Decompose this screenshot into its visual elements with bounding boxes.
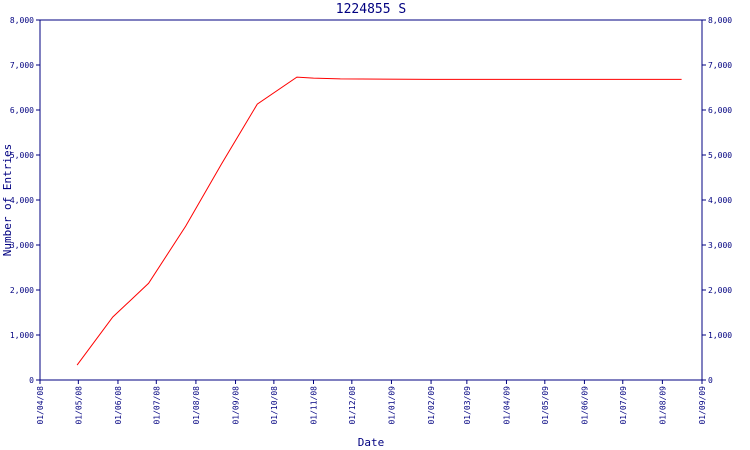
x-tick-label: 01/05/09 xyxy=(541,386,550,425)
x-tick-label: 01/09/09 xyxy=(698,386,707,425)
y-tick-label: 5,000 xyxy=(10,151,34,160)
x-tick-label: 01/04/08 xyxy=(36,386,45,425)
y2-tick-label: 8,000 xyxy=(708,16,732,25)
y2-tick-label: 5,000 xyxy=(708,151,732,160)
x-tick-label: 01/11/08 xyxy=(309,386,318,425)
y-axis-label: Number of Entries xyxy=(1,144,14,257)
y-tick-label: 0 xyxy=(29,376,34,385)
x-tick-label: 01/03/09 xyxy=(463,386,472,425)
x-tick-label: 01/04/09 xyxy=(502,386,511,425)
x-tick-label: 01/08/09 xyxy=(658,386,667,425)
x-tick-label: 01/12/08 xyxy=(348,386,357,425)
plot-frame xyxy=(39,19,703,381)
x-tick-label: 01/01/09 xyxy=(387,386,396,425)
x-tick-label: 01/06/09 xyxy=(580,386,589,425)
y-tick-label: 4,000 xyxy=(10,196,34,205)
y-tick-label: 2,000 xyxy=(10,286,34,295)
y-tick-label: 1,000 xyxy=(10,331,34,340)
y2-tick-label: 2,000 xyxy=(708,286,732,295)
x-axis-label: Date xyxy=(358,436,385,449)
x-tick-label: 01/08/08 xyxy=(192,386,201,425)
y2-tick-label: 7,000 xyxy=(708,61,732,70)
y2-tick-label: 6,000 xyxy=(708,106,732,115)
x-tick-label: 01/07/08 xyxy=(152,386,161,425)
x-tick-label: 01/09/08 xyxy=(232,386,241,425)
y2-tick-label: 0 xyxy=(708,376,713,385)
x-tick-label: 01/06/08 xyxy=(114,386,123,425)
y2-tick-label: 3,000 xyxy=(708,241,732,250)
y2-tick-label: 1,000 xyxy=(708,331,732,340)
y-tick-label: 8,000 xyxy=(10,16,34,25)
y-tick-label: 3,000 xyxy=(10,241,34,250)
x-tick-label: 01/07/09 xyxy=(619,386,628,425)
x-tick-label: 01/05/08 xyxy=(74,386,83,425)
data-line xyxy=(76,76,682,366)
x-tick-label: 01/02/09 xyxy=(427,386,436,425)
chart-title: 1224855 S xyxy=(336,2,406,17)
y-tick-label: 6,000 xyxy=(10,106,34,115)
x-tick-label: 01/10/08 xyxy=(270,386,279,425)
y2-tick-label: 4,000 xyxy=(708,196,732,205)
y-tick-label: 7,000 xyxy=(10,61,34,70)
